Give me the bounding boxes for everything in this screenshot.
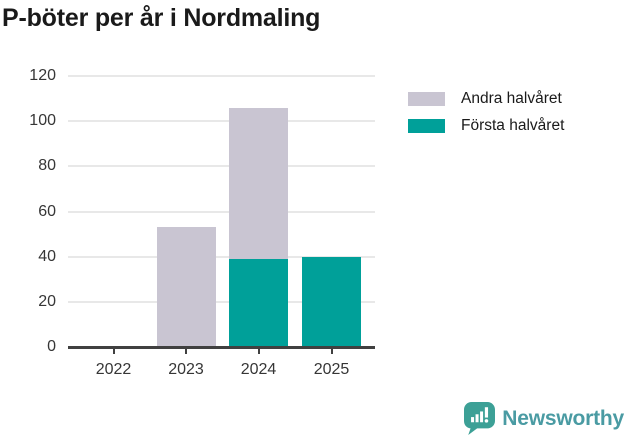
y-tick-label-120: 120 bbox=[29, 67, 56, 84]
legend-item-forsta-halvaret: Första halvåret bbox=[408, 117, 564, 135]
chart-title: P-böter per år i Nordmaling bbox=[2, 4, 321, 32]
y-tick-label-0: 0 bbox=[47, 338, 56, 355]
x-tick-2024 bbox=[257, 348, 260, 354]
legend-swatch-andra-halvaret bbox=[408, 91, 445, 107]
bar-segment-andra-2023 bbox=[156, 227, 216, 347]
bar-segment-andra-2024 bbox=[229, 107, 288, 259]
brand-footer: Newsworthy bbox=[464, 402, 624, 435]
legend-swatch-forsta-halvaret bbox=[408, 118, 445, 134]
x-tick-label-2025: 2025 bbox=[313, 361, 350, 378]
legend: Andra halvåret Första halvåret bbox=[408, 90, 564, 144]
y-tick-label-80: 80 bbox=[38, 157, 56, 175]
y-tick-label-40: 40 bbox=[38, 247, 56, 265]
bar-segment-första-2025 bbox=[302, 256, 361, 347]
legend-label-andra-halvaret: Andra halvåret bbox=[461, 90, 562, 107]
x-tick-label-2024: 2024 bbox=[240, 361, 277, 378]
grid-line-120 bbox=[68, 75, 375, 77]
brand-name: Newsworthy bbox=[502, 406, 624, 430]
x-tick-label-2022: 2022 bbox=[95, 361, 132, 378]
bar-segment-första-2024 bbox=[229, 258, 288, 347]
y-tick-label-20: 20 bbox=[38, 292, 56, 310]
x-axis-line bbox=[68, 346, 375, 349]
y-tick-label-60: 60 bbox=[38, 202, 56, 220]
legend-item-andra-halvaret: Andra halvåret bbox=[408, 90, 564, 108]
grid-line-100 bbox=[68, 120, 375, 123]
x-tick-label-2023: 2023 bbox=[168, 361, 204, 378]
x-tick-2022 bbox=[112, 348, 115, 354]
legend-label-forsta-halvaret: Första halvåret bbox=[461, 117, 565, 134]
y-tick-label-100: 100 bbox=[29, 112, 56, 130]
grid-line-20 bbox=[68, 300, 375, 303]
grid-line-40 bbox=[68, 255, 375, 258]
x-tick-2025 bbox=[330, 348, 333, 354]
newsworthy-logo-icon bbox=[464, 402, 496, 435]
grid-line-80 bbox=[68, 165, 375, 168]
grid-line-60 bbox=[68, 210, 375, 213]
x-tick-2023 bbox=[185, 348, 187, 354]
